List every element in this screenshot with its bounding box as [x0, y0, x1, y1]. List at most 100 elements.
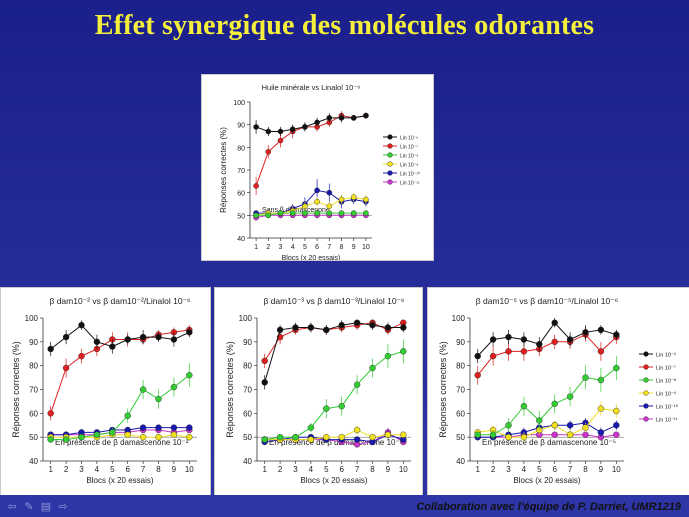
y-tick-label: 70 [29, 386, 38, 395]
data-point [170, 424, 178, 431]
data-point [314, 119, 320, 126]
data-point [582, 431, 589, 438]
data-point [369, 433, 376, 441]
y-tick-label: 90 [243, 338, 252, 347]
y-tick-label: 100 [25, 314, 39, 323]
data-point [265, 128, 272, 135]
data-point [400, 324, 407, 331]
data-point [520, 348, 528, 355]
data-point [384, 352, 392, 360]
x-tick-label: 4 [95, 465, 100, 474]
y-axis-label: Réponses correctes (%) [438, 341, 448, 438]
pen-icon[interactable]: ✎ [24, 501, 34, 513]
data-point [474, 431, 481, 438]
chart-panel-top: Huile minérale vs Linalol 10⁻⁶ 40 50 60 70 80… [201, 74, 434, 261]
data-point [186, 424, 193, 431]
data-point [62, 364, 70, 372]
legend-label: Lin 10⁻¹¹ [400, 181, 420, 187]
legend-marker [387, 152, 393, 158]
data-point [261, 379, 268, 386]
legend-marker [643, 416, 649, 422]
slide-navigation: ⇦ ✎ ▤ ⇨ [6, 501, 69, 513]
data-point [314, 210, 320, 216]
data-point [78, 321, 85, 329]
chart-damascenone-10-2: β dam10⁻² vs β dam10⁻²/Linalol 10⁻⁶ 40 50 6… [11, 296, 197, 485]
data-point [170, 383, 178, 391]
data-point [369, 364, 376, 372]
data-point [505, 348, 512, 355]
series-line [264, 429, 404, 441]
data-point [353, 426, 361, 434]
data-point [186, 433, 193, 441]
data-point [289, 126, 296, 133]
legend-label: Lin 10⁻⁸ [400, 154, 418, 160]
data-point [536, 341, 543, 348]
chart-annotation: En présence de β damascenone 10⁻² [55, 438, 189, 447]
y-tick-label: 80 [237, 145, 245, 152]
data-point [474, 371, 481, 379]
chart-panel-bottom-left: β dam10⁻² vs β dam10⁻²/Linalol 10⁻⁶ 40 50 6… [0, 287, 211, 497]
data-point [566, 393, 574, 400]
data-point [597, 348, 605, 355]
x-tick-label: 2 [491, 465, 496, 474]
bottom-bar [0, 495, 689, 517]
data-point [520, 402, 528, 410]
data-point [613, 422, 620, 429]
data-point [338, 433, 345, 441]
data-point [338, 196, 345, 203]
x-tick-label: 7 [141, 465, 146, 474]
data-point [302, 203, 308, 210]
series-line [477, 434, 617, 438]
data-point [276, 433, 284, 441]
x-tick-label: 10 [399, 465, 408, 474]
series-line [50, 374, 190, 441]
menu-icon[interactable]: ▤ [40, 501, 52, 513]
x-tick-label: 5 [110, 465, 115, 474]
chart-annotation: En présence de β damascenone 10⁻³ [269, 438, 403, 447]
legend-label: Lin 10⁻⁸ [656, 378, 676, 385]
data-point [155, 333, 162, 341]
y-tick-label: 80 [29, 362, 38, 371]
data-point [186, 329, 193, 336]
series-line [477, 422, 617, 438]
legend-marker [387, 179, 393, 185]
data-point [155, 424, 162, 431]
credit-text: Collaboration avec l'équipe de P. Darrie… [416, 501, 681, 513]
legend-label: Lin 10⁻¹⁰ [656, 404, 679, 411]
y-tick-label: 60 [456, 409, 465, 418]
prev-icon[interactable]: ⇦ [7, 501, 17, 513]
data-point [551, 400, 558, 408]
series-line [477, 367, 617, 436]
chart-title: β dam10⁻⁵ vs β dam10⁻⁵/Linalol 10⁻⁶ [476, 296, 618, 306]
chart-title: β dam10⁻³ vs β dam10⁻³/Linalol 10⁻⁶ [263, 296, 404, 306]
data-point [326, 210, 333, 216]
data-point [597, 376, 605, 384]
y-tick-label: 90 [237, 123, 245, 130]
data-point [505, 333, 512, 341]
legend-marker [643, 403, 649, 409]
x-tick-label: 3 [279, 244, 283, 251]
data-point [93, 431, 101, 438]
data-point [505, 422, 512, 429]
y-tick-label: 40 [29, 457, 38, 466]
y-tick-label: 100 [233, 100, 245, 107]
legend-marker [387, 143, 393, 149]
chart-annotation: Sans β damascenone [262, 207, 330, 214]
x-tick-label: 6 [315, 244, 319, 251]
series-line [264, 434, 404, 443]
data-point [613, 364, 620, 372]
x-axis-label: Blocs (x 20 essais) [86, 476, 153, 485]
data-point [124, 412, 131, 419]
data-point [566, 422, 574, 429]
data-point [582, 329, 589, 336]
next-icon[interactable]: ⇨ [58, 501, 68, 513]
legend-label: Lin 10⁻⁹ [656, 391, 676, 398]
data-point [314, 187, 320, 194]
data-point [265, 212, 272, 219]
data-point [551, 338, 558, 346]
x-tick-label: 5 [324, 465, 329, 474]
data-point [155, 395, 162, 403]
y-tick-label: 60 [237, 191, 245, 198]
x-tick-label: 6 [125, 465, 130, 474]
data-point [47, 410, 54, 417]
